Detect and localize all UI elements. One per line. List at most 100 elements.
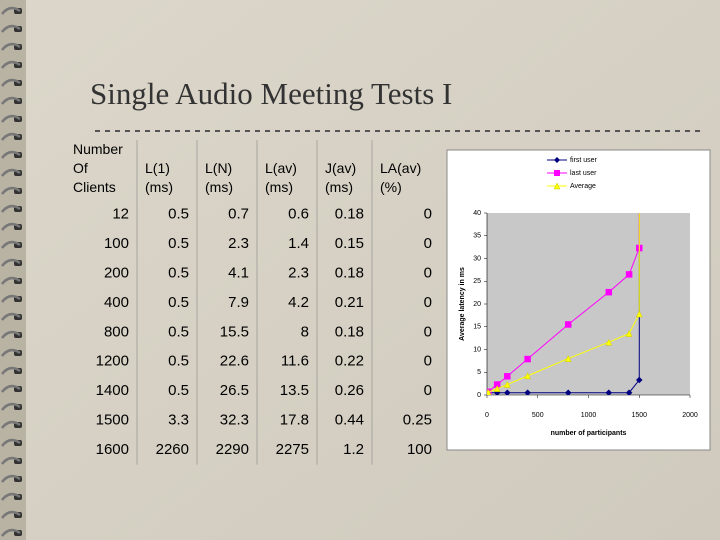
table-cell: 0.5 <box>168 206 189 223</box>
table-cell: 8 <box>301 323 309 340</box>
table-cell: 0.18 <box>335 264 364 281</box>
table-cell: 800 <box>104 323 129 340</box>
binding-ring <box>1 6 21 15</box>
binding-ring <box>1 186 21 195</box>
table-cell: 17.8 <box>280 411 309 428</box>
table-cell: 32.3 <box>220 411 249 428</box>
table-cell: 0 <box>424 264 432 281</box>
table-cell: 15.5 <box>220 323 249 340</box>
marker <box>605 389 613 395</box>
binding-ring <box>1 276 21 285</box>
table-cell: 11.6 <box>281 353 309 370</box>
binding-ring <box>1 132 21 141</box>
table-cell: 26.5 <box>220 382 249 399</box>
table-cell: 7.9 <box>228 294 249 311</box>
x-tick-label: 1000 <box>581 412 597 419</box>
table-cell: 4.1 <box>228 264 249 281</box>
column-header: Number Of Clients <box>73 141 123 195</box>
binding-ring <box>1 492 21 501</box>
marker <box>524 355 531 363</box>
x-axis-title: number of participants <box>551 430 627 437</box>
header-line: Of <box>73 160 88 176</box>
binding-ring <box>1 240 21 249</box>
marker <box>625 330 633 337</box>
table-cell: 100 <box>407 441 432 458</box>
legend-label: Average <box>570 183 596 190</box>
table-cell: 0.5 <box>168 235 189 252</box>
header-line: Number <box>73 141 123 157</box>
binding-ring <box>1 78 21 87</box>
y-tick-label: 5 <box>477 369 481 376</box>
table-cell: 1600 <box>96 441 129 458</box>
binding-ring <box>1 114 21 123</box>
header-line: L(N) <box>205 160 232 176</box>
table-cell: 2260 <box>156 441 189 458</box>
table-cell: 0 <box>424 235 432 252</box>
legend-marker <box>554 170 560 176</box>
x-tick-label: 1500 <box>631 412 647 419</box>
table-cell: 0.5 <box>168 264 189 281</box>
table-cell: 0.26 <box>335 382 364 399</box>
table-cell: 0 <box>424 323 432 340</box>
table-cell: 12 <box>112 206 129 223</box>
binding-ring <box>1 60 21 69</box>
slide-title: Single Audio Meeting Tests I <box>90 76 452 111</box>
header-line: L(1) <box>145 160 170 176</box>
binding-ring <box>1 420 21 429</box>
marker <box>504 373 511 380</box>
header-line: (ms) <box>325 179 353 195</box>
plot <box>487 213 643 395</box>
y-tick-label: 25 <box>473 278 481 285</box>
y-tick-label: 20 <box>473 301 481 308</box>
table-cell: 2275 <box>276 441 309 458</box>
marker <box>625 271 633 278</box>
y-tick-label: 40 <box>473 210 481 217</box>
table-cell: 13.5 <box>280 382 309 399</box>
binding-ring <box>1 150 21 159</box>
binding-ring <box>1 348 21 357</box>
table-cell: 0.25 <box>403 411 432 428</box>
table-cell: 0.18 <box>335 206 364 223</box>
table-cell: 1500 <box>96 411 129 428</box>
header-line: LA(av) <box>380 160 421 176</box>
table-cell: 0.5 <box>168 294 189 311</box>
header-line: (ms) <box>205 179 233 195</box>
marker <box>493 385 501 392</box>
binding-ring <box>1 366 21 375</box>
table-cell: 0.21 <box>335 294 364 311</box>
column-header: L(N) (ms) <box>205 160 233 195</box>
table: Number Of Clients L(1) (ms) L(N) (ms) L(av) (ms)… <box>73 140 432 465</box>
binding-ring <box>1 330 21 339</box>
binding-ring <box>1 24 21 33</box>
column-header: L(av) (ms) <box>265 160 297 195</box>
marker <box>605 288 613 296</box>
binding-ring <box>1 474 21 483</box>
binding-strip <box>0 0 26 540</box>
binding-ring <box>1 528 21 537</box>
table-cell: 0.5 <box>168 323 189 340</box>
legend-marker <box>554 157 560 163</box>
marker <box>635 310 643 318</box>
table-cell: 4.2 <box>288 294 309 311</box>
binding-ring <box>1 96 21 105</box>
table-cell: 0.22 <box>335 353 364 370</box>
header-line: Clients <box>73 179 116 195</box>
table-cell: 2.3 <box>228 235 249 252</box>
binding-ring <box>1 456 21 465</box>
binding <box>0 0 26 540</box>
binding-ring <box>1 258 21 267</box>
marker <box>564 355 572 362</box>
table-cell: 3.3 <box>168 411 189 428</box>
table-cell: 1.4 <box>288 235 309 252</box>
y-tick-label: 0 <box>477 392 481 399</box>
x-tick-label: 0 <box>485 412 489 419</box>
legend-label: last user <box>570 170 597 177</box>
legend-symbol <box>554 170 560 176</box>
binding-ring <box>1 402 21 411</box>
binding-ring <box>1 168 21 177</box>
binding-ring <box>1 510 21 519</box>
binding-ring <box>1 42 21 51</box>
y-axis-title: Average latency in ms <box>459 267 466 341</box>
x-tick-label: 2000 <box>682 412 698 419</box>
